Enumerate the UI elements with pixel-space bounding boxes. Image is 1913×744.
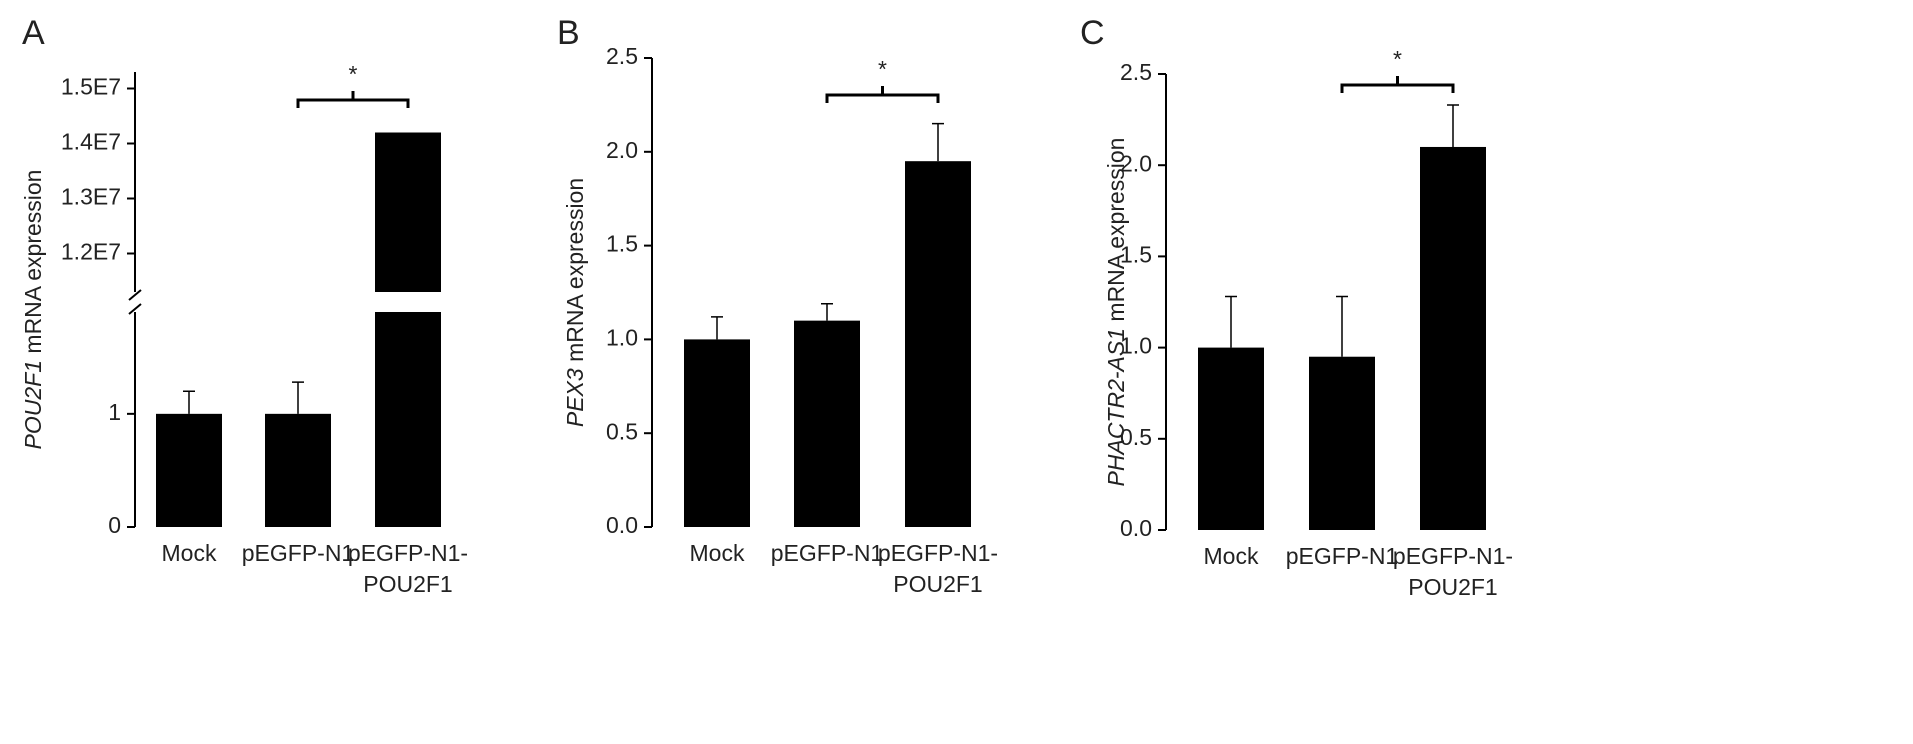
error-bar [1336, 295, 1348, 357]
x-tick-label: POU2F1 [893, 571, 982, 597]
y-tick-label: 1.4E7 [61, 129, 121, 155]
x-tick-label: Mock [690, 540, 745, 566]
panel-0: A 0 1 1.2E7 1.3E7 1.4E7 1.5E7 POU2F1 mRNA expre… [20, 14, 468, 597]
error-bar [1447, 104, 1459, 147]
y-label-gene: PHACTR2-AS1 [1103, 328, 1129, 486]
y-tick-label: 2.0 [606, 137, 638, 163]
bar [265, 413, 331, 527]
panel-label: C [1080, 14, 1105, 52]
y-tick-label: 2.5 [1120, 59, 1152, 85]
x-tick-label: POU2F1 [1408, 574, 1497, 600]
y-label-text: mRNA expression [1103, 138, 1129, 328]
x-tick-label: pEGFP-N1- [878, 540, 998, 566]
y-tick-label: 1.2E7 [61, 239, 121, 265]
x-tick-label: pEGFP-N1 [1286, 543, 1398, 569]
x-tick-label: Mock [162, 540, 217, 566]
y-axis-label: PHACTR2-AS1 mRNA expression [1103, 138, 1129, 487]
panel-label: A [22, 14, 45, 52]
y-label-text: mRNA expression [20, 170, 46, 360]
error-bar [183, 390, 195, 414]
significance-bracket [1340, 76, 1455, 93]
y-tick-label: 1.5E7 [61, 74, 121, 100]
y-tick-label: 2.0 [1120, 150, 1152, 176]
panel-2: C 0.0 0.5 1.0 1.5 2.0 2.5 PHACTR2-AS1 mRNA expr… [1080, 14, 1513, 600]
panel-1: B 0.0 0.5 1.0 1.5 2.0 2.5 PEX3 mRNA expression M… [557, 14, 998, 597]
bar [794, 320, 860, 527]
y-tick-label: 1 [108, 399, 121, 425]
y-tick-label: 1.0 [1120, 333, 1152, 359]
significance-bracket [825, 86, 940, 103]
y-tick-label: 1.0 [606, 324, 638, 350]
x-tick-label: pEGFP-N1- [1393, 543, 1513, 569]
y-tick-label: 0.5 [606, 418, 638, 444]
y-axis-label: POU2F1 mRNA expression [20, 170, 46, 450]
y-tick-label: 2.5 [606, 43, 638, 69]
axis-break [128, 289, 142, 301]
significance-label: * [1393, 46, 1402, 72]
bar-upper [375, 132, 441, 292]
bar [375, 312, 441, 527]
y-tick-label: 0.0 [1120, 515, 1152, 541]
y-label-gene: POU2F1 [20, 360, 46, 449]
panel-label: B [557, 14, 580, 52]
y-tick-label: 1.3E7 [61, 184, 121, 210]
error-bar [932, 122, 944, 162]
x-tick-label: Mock [1204, 543, 1259, 569]
x-tick-label: pEGFP-N1 [771, 540, 883, 566]
y-label-gene: PEX3 [562, 368, 588, 427]
y-tick-label: 1.5 [1120, 241, 1152, 267]
bar [156, 413, 222, 527]
error-bar [1225, 295, 1237, 348]
error-bar [821, 303, 833, 321]
bar [1198, 347, 1264, 530]
y-axis-label: PEX3 mRNA expression [562, 178, 588, 427]
y-label-text: mRNA expression [562, 178, 588, 368]
x-tick-label: POU2F1 [363, 571, 452, 597]
bar [905, 161, 971, 527]
significance-label: * [349, 61, 358, 87]
error-bar [711, 316, 723, 340]
y-tick-label: 0.0 [606, 512, 638, 538]
y-tick-label: 1.5 [606, 231, 638, 257]
error-bar [292, 381, 304, 414]
x-tick-label: pEGFP-N1 [242, 540, 354, 566]
axis-break [128, 303, 142, 315]
y-tick-label: 0 [108, 512, 121, 538]
bar [1309, 356, 1375, 530]
significance-bracket [296, 91, 410, 108]
significance-label: * [878, 56, 887, 82]
y-tick-label: 0.5 [1120, 424, 1152, 450]
x-tick-label: pEGFP-N1- [348, 540, 468, 566]
bar [1420, 146, 1486, 530]
bar [684, 339, 750, 527]
